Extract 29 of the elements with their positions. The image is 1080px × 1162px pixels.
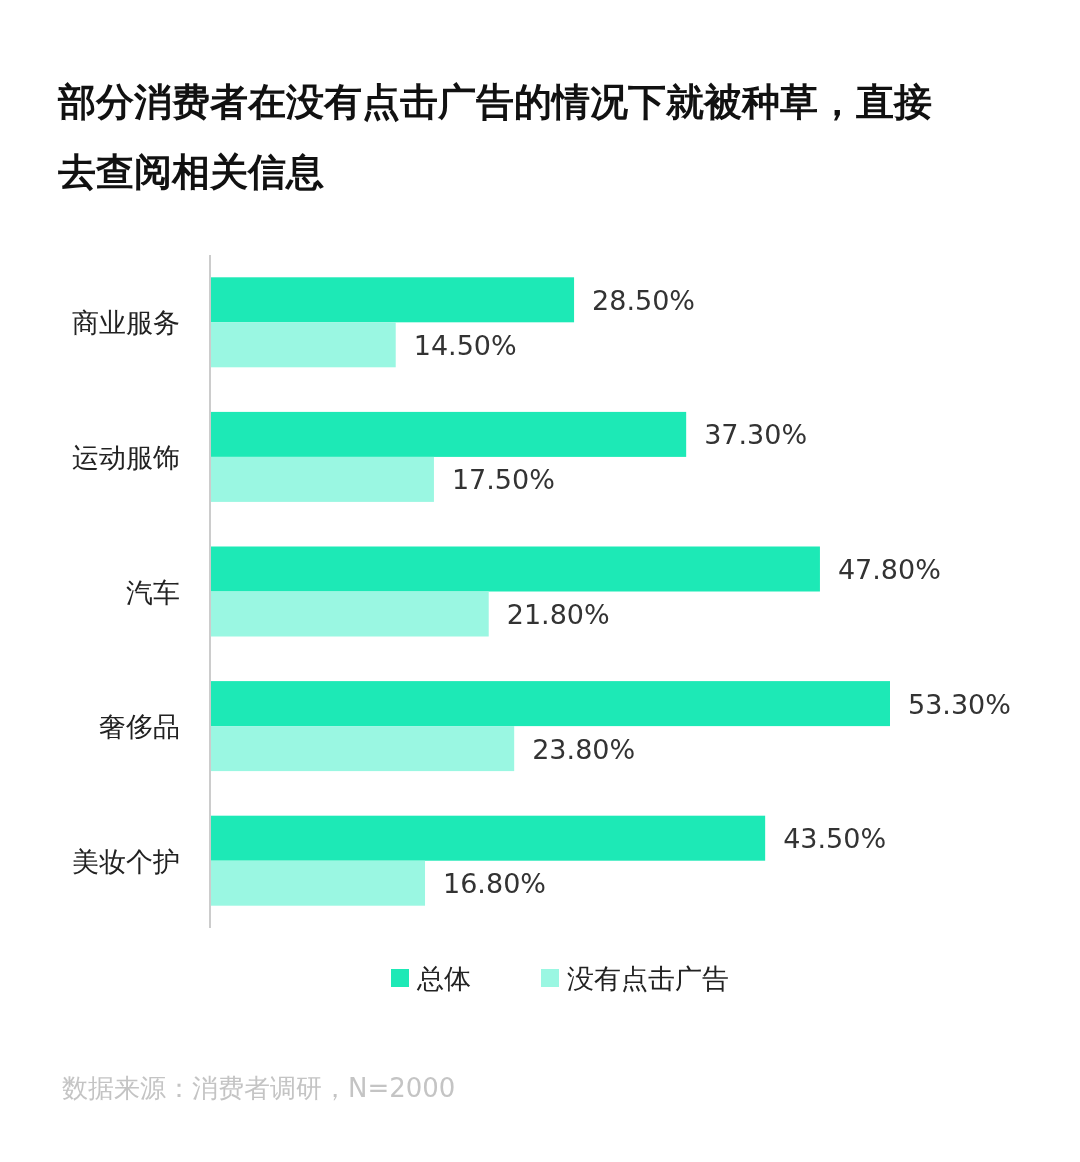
bar (211, 322, 396, 368)
bar (211, 546, 820, 592)
data-label: 23.80% (532, 733, 636, 765)
y-tick-label: 奢侈品 (99, 711, 180, 743)
data-label: 28.50% (592, 284, 696, 316)
legend-label: 没有点击广告 (567, 963, 729, 994)
bar (211, 411, 687, 457)
data-label: 53.30% (908, 688, 1011, 720)
y-tick-label: 汽车 (126, 576, 180, 608)
bar (211, 456, 434, 502)
bar (211, 815, 766, 861)
data-label: 14.50% (413, 329, 517, 361)
data-label: 47.80% (837, 554, 941, 585)
bar (211, 277, 575, 323)
y-tick-label: 美妆个护 (72, 845, 180, 877)
bar (211, 681, 890, 727)
data-label: 37.30% (704, 419, 808, 451)
source-note: 数据来源：消费者调研，N=2000 (62, 1073, 456, 1103)
legend-label: 总体 (416, 963, 471, 994)
chart-title: 部分消费者在没有点击广告的情况下就被种草，直接去查阅相关信息 (57, 80, 932, 194)
data-label: 17.50% (451, 464, 555, 496)
y-tick-label: 商业服务 (72, 307, 180, 339)
data-label: 43.50% (783, 823, 887, 855)
data-label: 21.80% (506, 599, 610, 630)
bar (211, 860, 426, 906)
bar (211, 591, 489, 637)
bar (211, 726, 515, 772)
y-tick-label: 运动服饰 (72, 441, 180, 473)
data-label: 16.80% (443, 868, 546, 900)
